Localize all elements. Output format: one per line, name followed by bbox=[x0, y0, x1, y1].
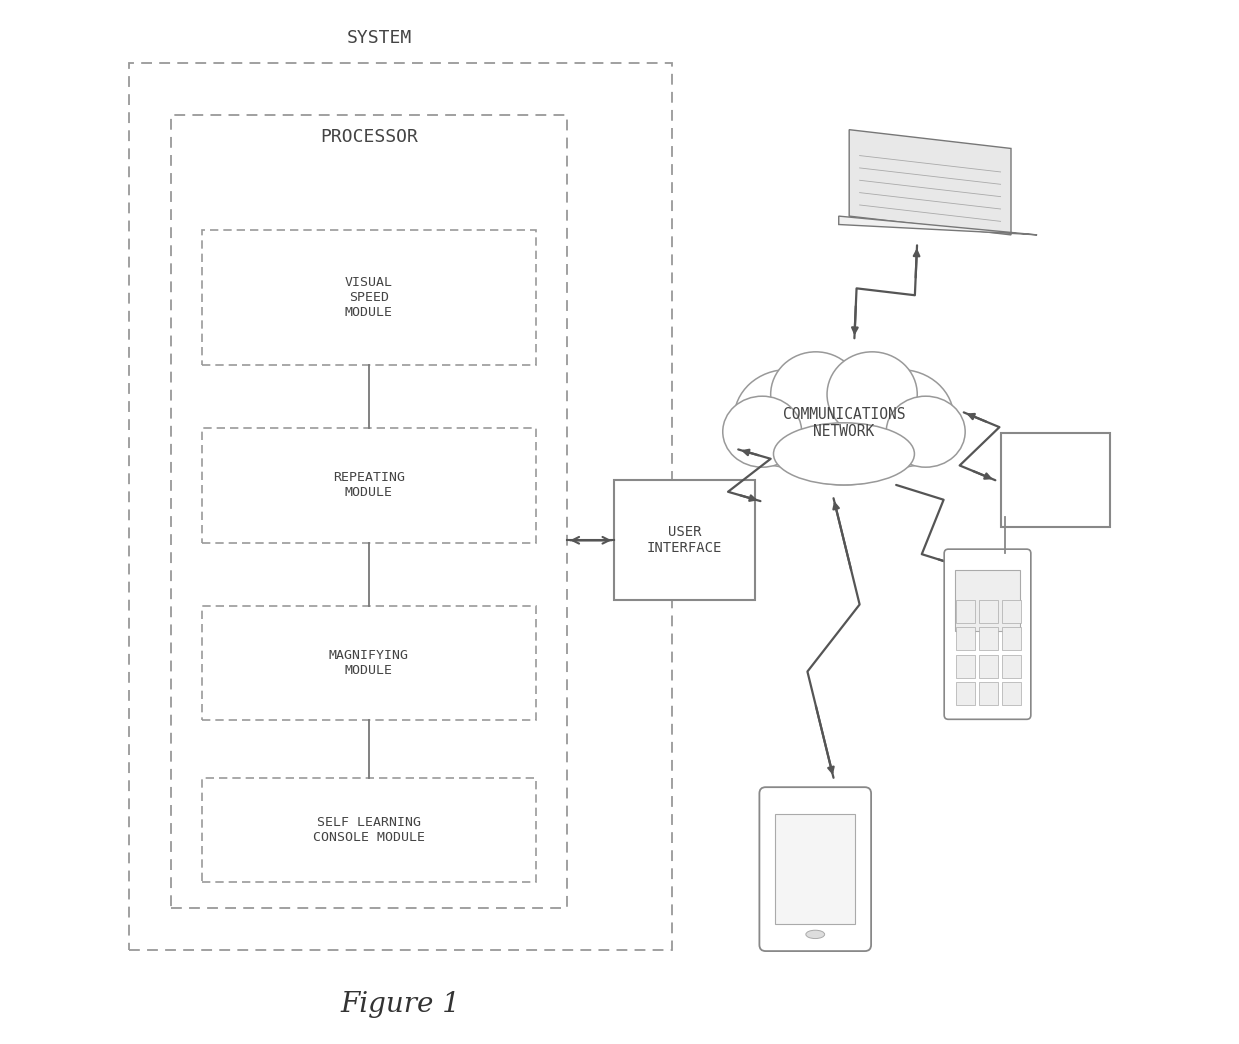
FancyBboxPatch shape bbox=[760, 787, 871, 951]
Ellipse shape bbox=[886, 397, 965, 468]
Ellipse shape bbox=[733, 370, 841, 468]
Bar bbox=[955, 682, 975, 705]
Bar bbox=[955, 600, 975, 623]
Text: PROCESSOR: PROCESSOR bbox=[320, 128, 418, 146]
Bar bbox=[202, 428, 536, 543]
Bar bbox=[615, 480, 756, 600]
Bar bbox=[202, 230, 536, 365]
Text: SELF LEARNING
CONSOLE MODULE: SELF LEARNING CONSOLE MODULE bbox=[313, 816, 425, 844]
Bar bbox=[954, 570, 1021, 631]
Text: USER
INTERFACE: USER INTERFACE bbox=[647, 525, 722, 555]
Bar bbox=[979, 600, 999, 623]
Ellipse shape bbox=[828, 352, 917, 437]
Polygon shape bbox=[839, 216, 1037, 235]
Bar bbox=[979, 655, 999, 678]
Bar bbox=[1002, 627, 1021, 650]
Bar bbox=[202, 778, 536, 882]
Bar bbox=[1001, 433, 1110, 527]
Ellipse shape bbox=[771, 352, 861, 437]
Bar bbox=[955, 627, 975, 650]
Text: REPEATING
MODULE: REPEATING MODULE bbox=[333, 472, 405, 499]
Bar bbox=[979, 627, 999, 650]
Ellipse shape bbox=[773, 423, 914, 484]
Bar bbox=[955, 655, 975, 678]
Ellipse shape bbox=[805, 930, 825, 939]
Text: COMMUNICATIONS
NETWORK: COMMUNICATIONS NETWORK bbox=[783, 406, 906, 440]
FancyBboxPatch shape bbox=[944, 549, 1031, 719]
Text: SYSTEM: SYSTEM bbox=[347, 29, 413, 47]
Bar bbox=[979, 682, 999, 705]
Text: MAGNIFYING
MODULE: MAGNIFYING MODULE bbox=[328, 649, 409, 677]
Bar bbox=[129, 63, 672, 950]
Bar bbox=[202, 606, 536, 720]
Ellipse shape bbox=[846, 370, 954, 468]
Ellipse shape bbox=[760, 361, 928, 485]
Bar bbox=[1002, 682, 1021, 705]
Ellipse shape bbox=[722, 397, 802, 468]
Polygon shape bbox=[849, 129, 1011, 235]
Bar bbox=[776, 814, 855, 924]
Bar bbox=[1002, 600, 1021, 623]
Bar bbox=[1002, 655, 1021, 678]
Bar bbox=[171, 115, 567, 908]
Text: Figure 1: Figure 1 bbox=[341, 991, 460, 1018]
Text: VISUAL
SPEED
MODULE: VISUAL SPEED MODULE bbox=[344, 276, 393, 319]
